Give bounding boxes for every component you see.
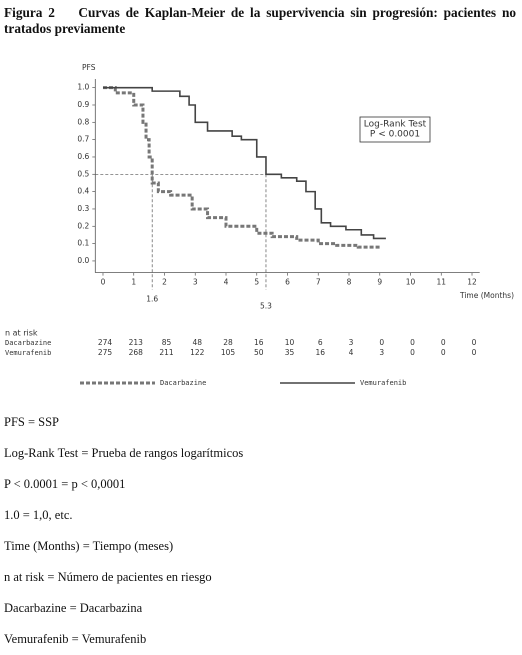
x-tick-label: 2	[162, 278, 167, 287]
y-tick-label: 0.3	[77, 204, 89, 213]
survival-curve	[102, 86, 386, 240]
risk-value: 0	[472, 348, 477, 357]
risk-value: 35	[285, 348, 295, 357]
risk-value: 268	[129, 348, 144, 357]
chart: PFS Time (Months) 0.0 0.1 0.2 0.3 0.4 0.5 0.6 0.7…	[5, 63, 514, 387]
risk-value: 4	[349, 348, 354, 357]
x-tick-label: 9	[377, 278, 382, 287]
risk-value: 0	[441, 338, 446, 347]
risk-value: 0	[410, 338, 415, 347]
note: P < 0.0001 = p < 0,0001	[4, 477, 126, 491]
figure-label: Figura 2	[4, 5, 55, 20]
x-tick-label: 0	[101, 278, 106, 287]
title-text: Curvas de Kaplan-Meier de la supervivenc…	[4, 5, 517, 36]
annotation: P < 0.0001	[370, 130, 420, 140]
y-tick-label: 0.4	[77, 187, 89, 196]
note: Vemurafenib = Vemurafenib	[4, 632, 147, 646]
x-tick-label: 12	[467, 278, 477, 287]
risk-table-title: n at risk	[5, 329, 38, 338]
annotation: Log-Rank Test	[364, 120, 427, 130]
survival-curve	[102, 86, 380, 249]
risk-value: 213	[129, 338, 144, 347]
risk-value: 275	[98, 348, 113, 357]
risk-value: 10	[285, 338, 295, 347]
note: Log-Rank Test = Prueba de rangos logarít…	[4, 446, 244, 460]
risk-value: 0	[441, 348, 446, 357]
y-tick-label: 0.0	[77, 256, 89, 265]
annotation-box	[359, 116, 431, 143]
y-tick-label: 0.6	[77, 152, 89, 161]
y-tick-label: 0.2	[77, 221, 89, 230]
risk-row-label: Dacarbazine	[5, 339, 51, 347]
risk-value: 3	[349, 338, 354, 347]
y-tick-label: 1.0	[77, 83, 89, 92]
median-label: 1.6	[146, 295, 158, 304]
x-tick-label: 4	[224, 278, 229, 287]
note: n at risk = Número de pacientes en riesg…	[4, 570, 212, 584]
x-tick-label: 5	[254, 278, 259, 287]
risk-value: 85	[162, 338, 172, 347]
x-tick-label: 8	[347, 278, 352, 287]
risk-value: 28	[223, 338, 233, 347]
figure-title: Figura 2 Curvas de Kaplan-Meier de la su…	[4, 5, 516, 37]
x-tick-label: 1	[131, 278, 136, 287]
x-tick-label: 7	[316, 278, 321, 287]
risk-row-label: Vemurafenib	[5, 349, 51, 357]
x-tick-label: 10	[406, 278, 416, 287]
risk-value: 16	[254, 338, 264, 347]
risk-value: 48	[192, 338, 202, 347]
risk-value: 122	[190, 348, 205, 357]
risk-value: 0	[379, 338, 384, 347]
y-tick-label: 0.1	[77, 239, 89, 248]
risk-value: 0	[472, 338, 477, 347]
median-label: 5.3	[260, 302, 272, 311]
risk-value: 6	[318, 338, 323, 347]
note: 1.0 = 1,0, etc.	[4, 508, 73, 522]
risk-value: 3	[379, 348, 384, 357]
risk-value: 50	[254, 348, 264, 357]
x-tick-label: 3	[193, 278, 198, 287]
risk-value: 211	[159, 348, 174, 357]
risk-value: 0	[410, 348, 415, 357]
y-tick-label: 0.5	[77, 169, 89, 178]
y-tick-label: 0.7	[77, 135, 89, 144]
y-tick-label: 0.8	[77, 117, 89, 126]
note: PFS = SSP	[4, 415, 60, 429]
risk-value: 16	[315, 348, 325, 357]
risk-value: 105	[221, 348, 236, 357]
y-tick-label: 0.9	[77, 100, 89, 109]
x-tick-label: 6	[285, 278, 290, 287]
note: Dacarbazine = Dacarbazina	[4, 601, 143, 615]
note: Time (Months) = Tiempo (meses)	[4, 539, 174, 553]
legend-label: Vemurafenib	[360, 379, 406, 387]
y-axis-label: PFS	[82, 63, 96, 72]
risk-value: 274	[98, 338, 113, 347]
legend-label: Dacarbazine	[160, 379, 206, 387]
x-tick-label: 11	[436, 278, 446, 287]
x-axis-label: Time (Months)	[459, 291, 514, 300]
